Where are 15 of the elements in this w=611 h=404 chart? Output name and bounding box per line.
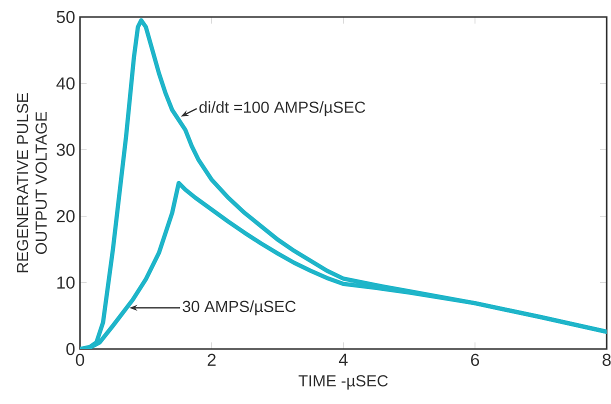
y-tick-label: 0 — [66, 342, 75, 356]
y-tick-label: 40 — [56, 77, 75, 90]
y-axis-title: REGENERATIVE PULSE OUTPUT VOLTAGE — [16, 93, 47, 272]
y-tick-label: 50 — [56, 10, 75, 24]
y-tick-label: 30 — [56, 144, 75, 156]
x-axis-title: TIME -µSEC — [298, 375, 388, 390]
x-tick-label: 4 — [338, 354, 348, 366]
annotation: di/dt =100 AMPS/µSEC — [199, 101, 366, 116]
y-tick-label: 10 — [57, 276, 75, 289]
x-tick-label: 0 — [76, 354, 84, 366]
x-tick-label: 6 — [471, 354, 480, 366]
x-tick-label: 2 — [208, 354, 216, 366]
annotation: 30 AMPS/µSEC — [182, 300, 296, 316]
x-tick-label: 8 — [602, 354, 611, 366]
y-tick-label: 20 — [56, 210, 75, 222]
